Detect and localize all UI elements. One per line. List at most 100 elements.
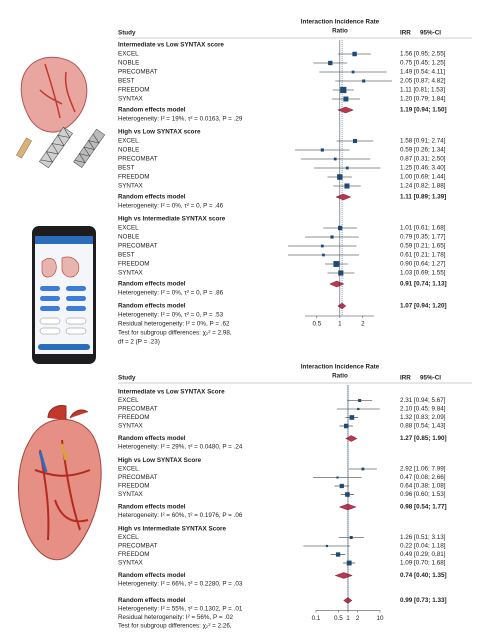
study-ci-label: 1.58 [0.91; 2.74] <box>400 138 446 145</box>
study-name: FREEDOM <box>118 174 150 181</box>
plot-title: Ratio <box>332 28 348 35</box>
study-ci-label: 0.22 [0.04; 1.18] <box>400 543 446 550</box>
study-square <box>352 51 357 57</box>
group-title: High vs Intermediate SYNTAX score <box>118 216 226 223</box>
pooled-name: Random effects model <box>118 107 186 114</box>
study-square <box>340 86 347 94</box>
plot-title: Ratio <box>332 373 348 380</box>
study-square <box>330 235 334 239</box>
group-title: Intermediate vs Low SYNTAX Score <box>118 389 225 396</box>
study-ci-label: 2.05 [0.87; 4.82] <box>400 78 446 85</box>
heterogeneity: Heterogeneity: I² = 60%, τ² = 0.1976, P … <box>118 512 243 519</box>
study-ci-label: 2.31 [0.94; 5.67] <box>400 397 446 404</box>
study-square <box>346 560 352 566</box>
pooled-ci-label: 1.27 [0.85; 1.90] <box>400 435 447 442</box>
note: Residual heterogeneity: I² = 0%, P = .62 <box>118 321 230 328</box>
study-square <box>336 476 339 479</box>
study-ci-label: 1.25 [0.46; 3.40] <box>400 165 446 172</box>
study-name: NOBLE <box>118 60 139 67</box>
study-square <box>345 166 349 170</box>
study-name: BEST <box>118 78 135 85</box>
study-square <box>339 483 344 489</box>
column-header: IRR <box>400 30 411 37</box>
note: Residual heterogeneity: I² = 56%, P = .0… <box>118 614 234 621</box>
study-name: EXCEL <box>118 534 139 541</box>
study-name: EXCEL <box>118 225 139 232</box>
x-tick-label: 2 <box>356 615 360 622</box>
study-name: PRECOMBAT <box>118 543 158 550</box>
study-ci-label: 0.47 [0.08; 2.66] <box>400 474 446 481</box>
study-ci-label: 1.56 [0.95; 2.55] <box>400 51 446 58</box>
study-name: PRECOMBAT <box>118 474 158 481</box>
pooled-diamond <box>334 572 353 579</box>
study-ci-label: 1.09 [0.70; 1.68] <box>400 560 446 567</box>
group-title: High vs Intermediate SYNTAX Score <box>118 526 227 533</box>
note: Heterogeneity: I² = 55%, τ² = 0.1302, P … <box>118 606 243 613</box>
study-ci-label: 0.61 [0.21; 1.78] <box>400 252 446 259</box>
study-ci-label: 0.96 [0.60; 1.53] <box>400 491 446 498</box>
pooled-name: Random effects model <box>118 435 186 442</box>
study-square <box>351 70 355 74</box>
study-name: FREEDOM <box>118 87 150 94</box>
study-square <box>335 552 341 557</box>
pooled-ci-label: 1.11 [0.89; 1.39] <box>400 194 446 201</box>
x-tick-label: 1 <box>338 321 342 328</box>
study-name: EXCEL <box>118 51 139 58</box>
heart-illustration <box>18 405 102 561</box>
x-tick-label: 1 <box>346 615 350 622</box>
study-ci-label: 0.49 [0.29; 0.81] <box>400 551 446 558</box>
study-ci-label: 1.32 [0.83; 2.09] <box>400 414 446 421</box>
heart-stent-illustration <box>16 56 106 169</box>
study-name: PRECOMBAT <box>118 69 158 76</box>
study-ci-label: 2.10 [0.45; 9.84] <box>400 406 446 413</box>
study-name: EXCEL <box>118 466 139 473</box>
study-square <box>322 253 325 257</box>
study-square <box>328 60 333 66</box>
study-name: NOBLE <box>118 234 139 241</box>
study-name: PRECOMBAT <box>118 243 158 250</box>
pooled-name: Random effects model <box>118 194 186 201</box>
study-square <box>358 399 362 402</box>
study-name: PRECOMBAT <box>118 406 158 413</box>
note: Test for subgroup differences: χ₂² = 2.2… <box>118 623 232 630</box>
heterogeneity: Heterogeneity: I² = 0%, τ² = 0, P = .86 <box>118 290 224 297</box>
study-square <box>343 96 349 102</box>
study-square <box>361 467 365 471</box>
study-name: FREEDOM <box>118 551 150 558</box>
x-tick-label: 0.5 <box>334 615 343 622</box>
study-ci-label: 0.87 [0.31; 2.50] <box>400 156 446 163</box>
study-name: SYNTAX <box>118 560 144 567</box>
study-name: EXCEL <box>118 138 139 145</box>
pooled-name: Random effects model <box>118 597 186 604</box>
study-ci-label: 0.59 [0.21; 1.65] <box>400 243 446 250</box>
column-header: Study <box>118 375 136 382</box>
study-name: SYNTAX <box>118 183 144 190</box>
study-ci-label: 1.11 [0.81; 1.53] <box>400 87 445 94</box>
study-ci-label: 1.24 [0.82; 1.88] <box>400 183 446 190</box>
study-square <box>349 415 355 420</box>
study-ci-label: 1.03 [0.69; 1.55] <box>400 270 446 277</box>
pooled-ci-label: 0.74 [0.40; 1.35] <box>400 572 447 579</box>
pooled-ci-label: 0.99 [0.73; 1.33] <box>400 597 447 604</box>
study-ci-label: 0.79 [0.35; 1.77] <box>400 234 446 241</box>
study-ci-label: 0.75 [0.45; 1.25] <box>400 60 446 67</box>
heterogeneity: Heterogeneity: I² = 66%, τ² = 0.2280, P … <box>118 581 243 588</box>
pooled-diamond <box>335 193 352 201</box>
study-square <box>333 261 340 267</box>
study-name: BEST <box>118 252 135 259</box>
plot-title: Interaction Incidence Rate <box>301 19 380 26</box>
pooled-name: Random effects model <box>118 303 186 310</box>
study-square <box>333 157 337 161</box>
pooled-name: Random effects model <box>118 504 186 511</box>
study-square <box>320 148 324 152</box>
x-tick-label: 2 <box>361 321 365 328</box>
study-square <box>343 423 349 429</box>
study-ci-label: 1.01 [0.61; 1.68] <box>400 225 446 232</box>
study-ci-label: 1.00 [0.69; 1.44] <box>400 174 446 181</box>
study-name: FREEDOM <box>118 414 150 421</box>
study-square <box>357 407 360 411</box>
study-name: SYNTAX <box>118 270 144 277</box>
pooled-diamond <box>329 280 345 288</box>
heterogeneity: Heterogeneity: I² = 0%, τ² = 0, P = .46 <box>118 203 224 210</box>
